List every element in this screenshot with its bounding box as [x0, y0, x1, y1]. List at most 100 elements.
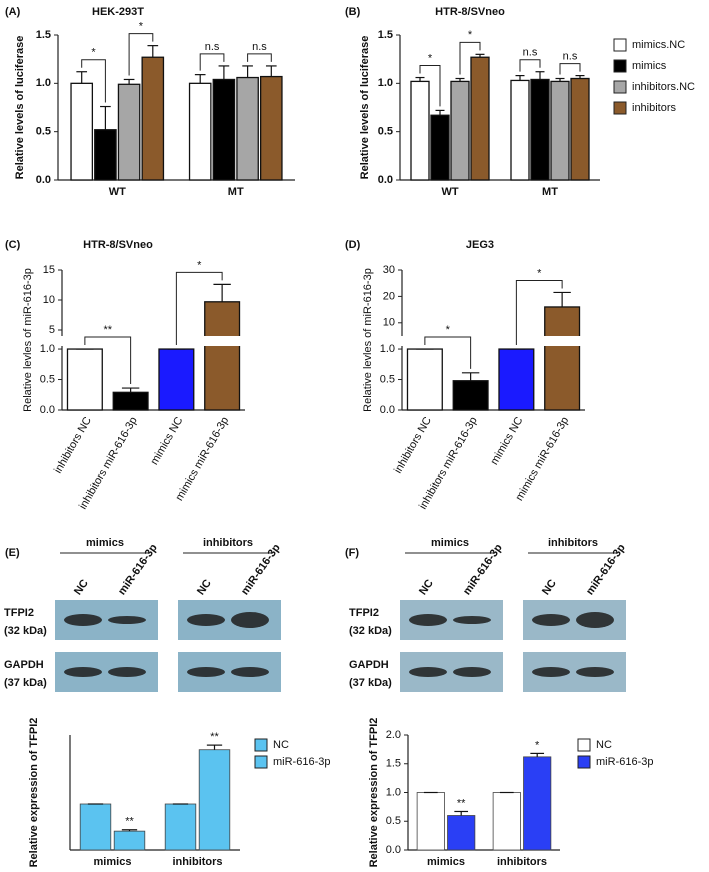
blot-lane-label: NC — [72, 577, 91, 597]
bar — [410, 80, 430, 181]
y-tick-label: 0.0 — [378, 174, 393, 186]
blot-band — [576, 667, 614, 677]
blot-band — [453, 616, 491, 624]
significance-label: n.s — [563, 51, 578, 63]
significance-bracket — [519, 59, 541, 72]
legend-swatch — [254, 755, 268, 769]
legend-swatch — [613, 59, 627, 73]
axis-break — [403, 336, 586, 346]
bar — [94, 129, 117, 181]
bar — [470, 56, 490, 181]
bar — [544, 306, 581, 411]
legend-swatch — [613, 80, 627, 94]
y-tick-label: 20 — [383, 290, 395, 302]
y-tick-label: 0.5 — [386, 815, 401, 827]
bar — [79, 803, 112, 851]
chart-title: HEK-293T — [92, 6, 144, 18]
y-tick-label: 0.0 — [40, 404, 55, 416]
bar — [492, 792, 521, 851]
legend-swatch — [613, 38, 627, 52]
y-tick-label: 0.5 — [40, 373, 55, 385]
blot-band — [231, 612, 269, 628]
significance-label: n.s — [523, 47, 538, 59]
blot-band — [576, 612, 614, 628]
bar — [452, 380, 489, 411]
significance-bracket — [459, 41, 481, 75]
chart-title: HTR-8/SVneo — [83, 239, 153, 251]
x-tick-label: inhibitors NC — [52, 415, 94, 476]
significance-label: * — [537, 267, 542, 279]
blot-band — [532, 614, 570, 626]
y-axis-label: Relative levles of miR-616-3p — [362, 268, 374, 412]
significance-bracket — [424, 336, 472, 369]
panel-label: (E) — [5, 547, 20, 559]
bar — [236, 76, 259, 181]
x-tick-label: mimics NC — [149, 415, 186, 467]
significance-label: ** — [210, 731, 219, 743]
legend-label: miR-616-3p — [273, 756, 330, 768]
x-tick-label: WT — [441, 186, 458, 198]
legend-swatch — [254, 738, 268, 752]
x-tick-label: inhibitors — [172, 856, 222, 867]
bar — [450, 80, 470, 181]
significance-bracket — [128, 33, 154, 76]
x-tick-label: MT — [228, 186, 244, 198]
bar — [141, 56, 165, 181]
blot-lane-label: NC — [540, 577, 559, 597]
x-tick-label: inhibitors — [497, 856, 547, 867]
blot-lane-label: miR-616-3p — [239, 542, 283, 598]
y-tick-label: 1.0 — [378, 77, 393, 89]
significance-label: * — [91, 47, 96, 59]
blot-row-size: (37 kDa) — [4, 677, 47, 689]
significance-bracket — [81, 59, 106, 103]
x-tick-label: mimics miR-616-3p — [513, 415, 571, 503]
legend-label: NC — [596, 739, 612, 751]
bar — [164, 803, 197, 851]
blot-row-name: GAPDH — [4, 659, 44, 671]
blot-group-title: inhibitors — [548, 537, 598, 549]
blot-band — [231, 667, 269, 677]
bar — [204, 301, 241, 411]
y-tick-label: 2.0 — [386, 729, 401, 741]
blot-lane-label: miR-616-3p — [461, 542, 505, 598]
y-tick-label: 0.5 — [380, 373, 395, 385]
y-axis-label: Relative expression of TFPI2 — [28, 718, 40, 867]
significance-label: ** — [125, 816, 134, 828]
blot-lane-label: miR-616-3p — [584, 542, 628, 598]
x-tick-label: mimics — [427, 856, 465, 867]
x-tick-label: WT — [109, 186, 126, 198]
blot-lane-label: miR-616-3p — [116, 542, 160, 598]
y-tick-label: 1.0 — [36, 77, 51, 89]
y-axis-label: Relative levels of luciferase — [359, 36, 371, 180]
significance-bracket — [515, 279, 563, 346]
y-axis-label: Relative levels of luciferase — [14, 36, 26, 180]
blot-band — [453, 667, 491, 677]
y-tick-label: 0.0 — [386, 844, 401, 856]
y-tick-label: 0.5 — [36, 126, 51, 138]
blot-lane-label: NC — [417, 577, 436, 597]
bar — [530, 78, 550, 181]
blot-band — [187, 667, 225, 677]
legend-label: mimics — [632, 60, 667, 72]
y-tick-label: 1.5 — [36, 29, 51, 41]
significance-label: n.s — [205, 41, 220, 53]
bar — [550, 80, 570, 181]
significance-bracket — [559, 63, 581, 75]
x-tick-label: MT — [542, 186, 558, 198]
bar — [112, 391, 149, 411]
blot-band — [409, 667, 447, 677]
blot-band — [409, 614, 447, 626]
blot-band — [108, 667, 146, 677]
bar — [416, 792, 445, 851]
y-tick-label: 1.5 — [386, 758, 401, 770]
y-tick-label: 1.0 — [40, 343, 55, 355]
blot-band — [64, 667, 102, 677]
blot-row-name: TFPI2 — [4, 607, 34, 619]
y-tick-label: 30 — [383, 264, 395, 276]
significance-bracket — [247, 53, 272, 62]
y-tick-label: 1.0 — [386, 786, 401, 798]
bar — [447, 815, 476, 851]
y-tick-label: 10 — [383, 317, 395, 329]
significance-label: n.s — [252, 41, 267, 53]
